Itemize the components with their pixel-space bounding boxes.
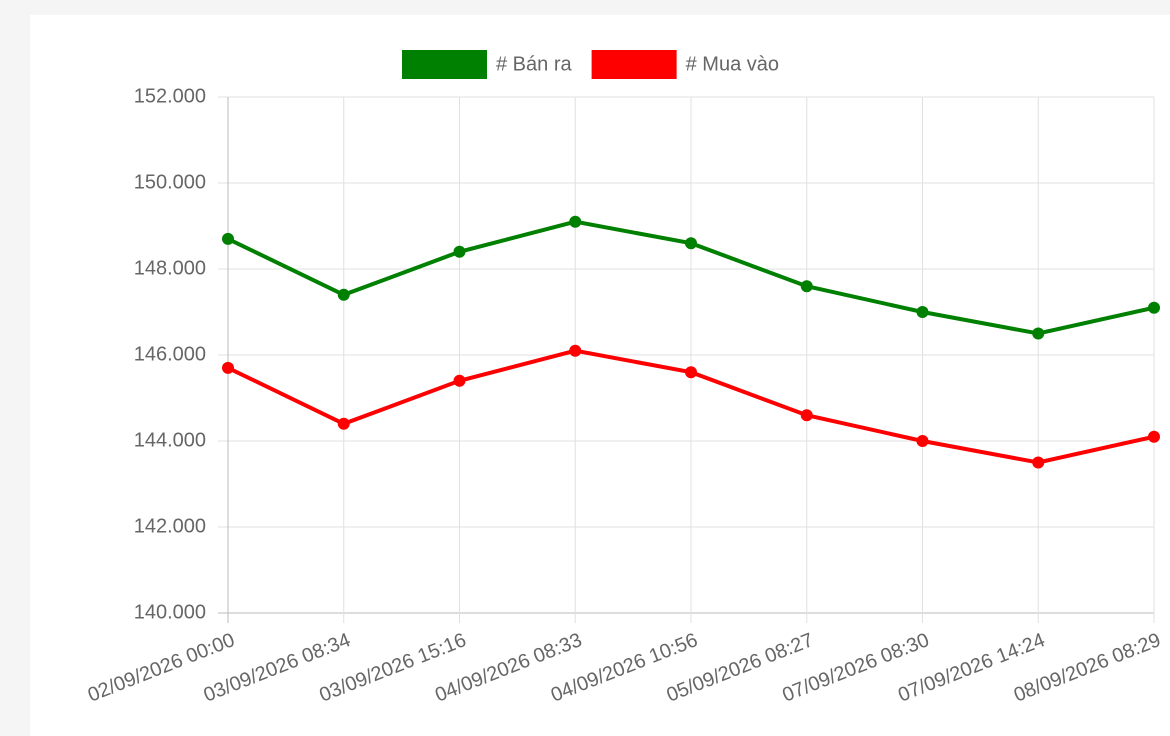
- data-point: [569, 215, 582, 228]
- y-tick-label: 152.000: [134, 85, 206, 107]
- legend-swatch[interactable]: [402, 50, 487, 79]
- legend-label[interactable]: # Mua vào: [686, 53, 779, 75]
- data-point: [1032, 456, 1045, 469]
- data-point: [916, 435, 929, 447]
- data-point: [337, 288, 350, 301]
- data-point: [685, 366, 697, 379]
- data-point: [453, 374, 466, 387]
- data-point: [800, 409, 813, 422]
- data-point: [337, 417, 350, 430]
- y-tick-label: 144.000: [134, 429, 206, 451]
- data-point: [1032, 327, 1045, 340]
- data-point: [916, 306, 929, 318]
- data-point: [1148, 430, 1160, 443]
- data-point: [569, 344, 582, 357]
- y-tick-label: 140.000: [134, 601, 206, 623]
- data-point: [222, 361, 234, 374]
- y-tick-label: 146.000: [134, 343, 206, 365]
- data-point: [453, 245, 466, 258]
- y-tick-label: 148.000: [134, 257, 206, 279]
- panel: [30, 15, 1170, 736]
- data-point: [685, 237, 697, 250]
- data-point: [1148, 301, 1160, 314]
- legend-swatch[interactable]: [591, 50, 677, 79]
- data-point: [222, 232, 234, 245]
- data-point: [800, 280, 813, 293]
- y-tick-label: 150.000: [134, 171, 206, 193]
- legend-label[interactable]: # Bán ra: [496, 53, 572, 75]
- y-tick-label: 142.000: [134, 515, 206, 537]
